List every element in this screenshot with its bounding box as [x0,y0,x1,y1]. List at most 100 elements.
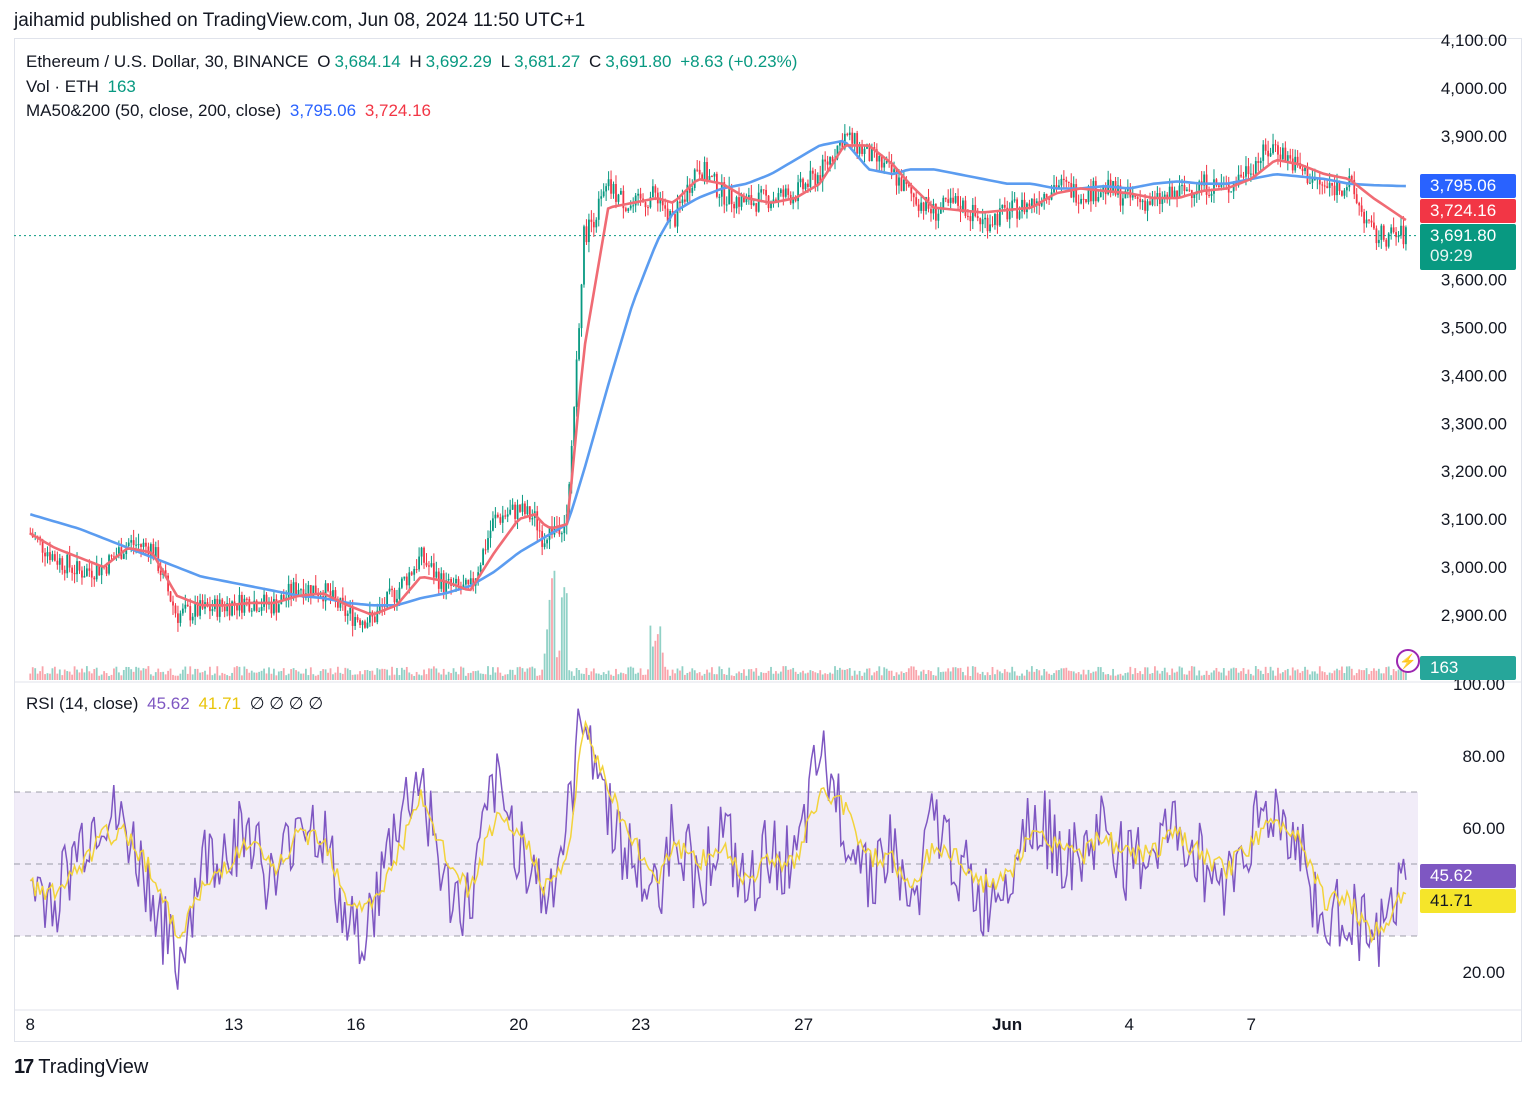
candle-body [117,547,120,556]
lightning-icon[interactable]: ⚡ [1396,649,1420,673]
time-tick-label: Jun [992,1015,1022,1034]
candle-body [826,161,829,165]
candle-body [90,570,93,578]
candle-body [647,207,649,209]
volume-bar [177,675,179,680]
candle-body [681,199,684,204]
volume-bar [482,673,484,680]
volume-bar [179,673,182,680]
volume-bar [216,666,219,680]
volume-bar [686,672,689,680]
candle-body [984,217,987,220]
tradingview-footer[interactable]: 17 TradingView [14,1056,148,1079]
candle-body [996,213,999,226]
volume-bar [659,626,662,680]
volume-bar [1318,666,1321,680]
candle-body [1001,204,1004,209]
volume-bar [73,666,76,680]
volume-bar [782,666,785,680]
symbol-legend[interactable]: Ethereum / U.S. Dollar, 30, BINANCE O 3,6… [26,52,801,72]
volume-bar [403,669,406,680]
candle-body [952,197,955,203]
volume-bar [592,668,595,680]
volume-bar [890,670,893,680]
volume-bar [1286,668,1289,680]
volume-bar [861,675,863,680]
volume-bar [639,668,642,680]
candle-body [762,189,765,191]
volume-bar [1355,673,1358,680]
volume-bar [647,669,649,680]
volume-bar [36,673,39,680]
candle-body [218,599,221,617]
volume-bar [578,670,580,680]
volume-bar [858,670,861,680]
rsi-label: RSI (14, close) [26,694,139,713]
volume-bar [688,671,691,680]
rsi-legend[interactable]: RSI (14, close) 45.62 41.71 ∅ ∅ ∅ ∅ [26,694,327,714]
candle-body [1124,190,1127,199]
volume-bar [1033,671,1036,680]
candle-body [430,563,433,567]
candle-body [356,617,359,620]
candle-body [698,169,701,175]
volume-bar [1328,672,1331,680]
candle-body [186,604,189,607]
candle-body [1267,150,1270,157]
volume-bar [204,670,206,680]
candle-body [122,554,125,559]
volume-bar [408,672,411,680]
ma-legend[interactable]: MA50&200 (50, close, 200, close) 3,795.0… [26,101,435,121]
volume-bar [1259,670,1262,680]
candle-body [708,176,711,182]
volume-bar [912,666,915,680]
volume-legend[interactable]: Vol · ETH 163 [26,77,140,97]
candle-body [816,175,819,187]
candle-body [277,604,280,613]
candle-body [538,530,541,532]
candle-body [457,578,460,587]
candle-body [487,538,489,550]
candle-body [792,196,795,204]
volume-bar [831,673,834,680]
candle-body [250,610,253,612]
volume-bar [1102,672,1105,680]
volume-bar [600,674,603,680]
volume-bar [922,669,925,680]
candle-body [602,191,605,197]
candle-body [1030,198,1033,207]
volume-bar [752,671,755,680]
volume-bar [629,666,632,680]
candle-body [1390,227,1393,234]
volume-bar [888,670,891,680]
volume-bar [1296,669,1299,680]
volume-bar [194,668,197,680]
volume-bar [1200,675,1203,680]
volume-bar [1247,669,1250,680]
volume-bar [841,669,844,680]
candle-body [787,188,790,195]
volume-bar [1136,672,1139,680]
candle-body [637,193,640,196]
volume-bar [937,667,940,680]
candle-body [1274,144,1277,146]
candle-body [127,542,130,547]
candle-body [341,597,344,603]
candle-body [863,148,866,154]
time-tick-label: 27 [794,1015,813,1034]
candle-body [743,195,745,203]
candle-body [445,580,448,593]
candle-body [1067,181,1070,183]
candle-body [898,177,900,186]
volume-bar [787,669,790,680]
symbol-name[interactable]: Ethereum / U.S. Dollar, 30, BINANCE [26,52,309,71]
candle-body [398,587,401,599]
volume-bar [100,674,103,680]
candle-body [275,599,278,613]
candle-body [531,518,534,520]
volume-bar [49,673,51,680]
candle-body [327,583,329,592]
candle-body [979,218,982,225]
candle-body [765,189,767,196]
